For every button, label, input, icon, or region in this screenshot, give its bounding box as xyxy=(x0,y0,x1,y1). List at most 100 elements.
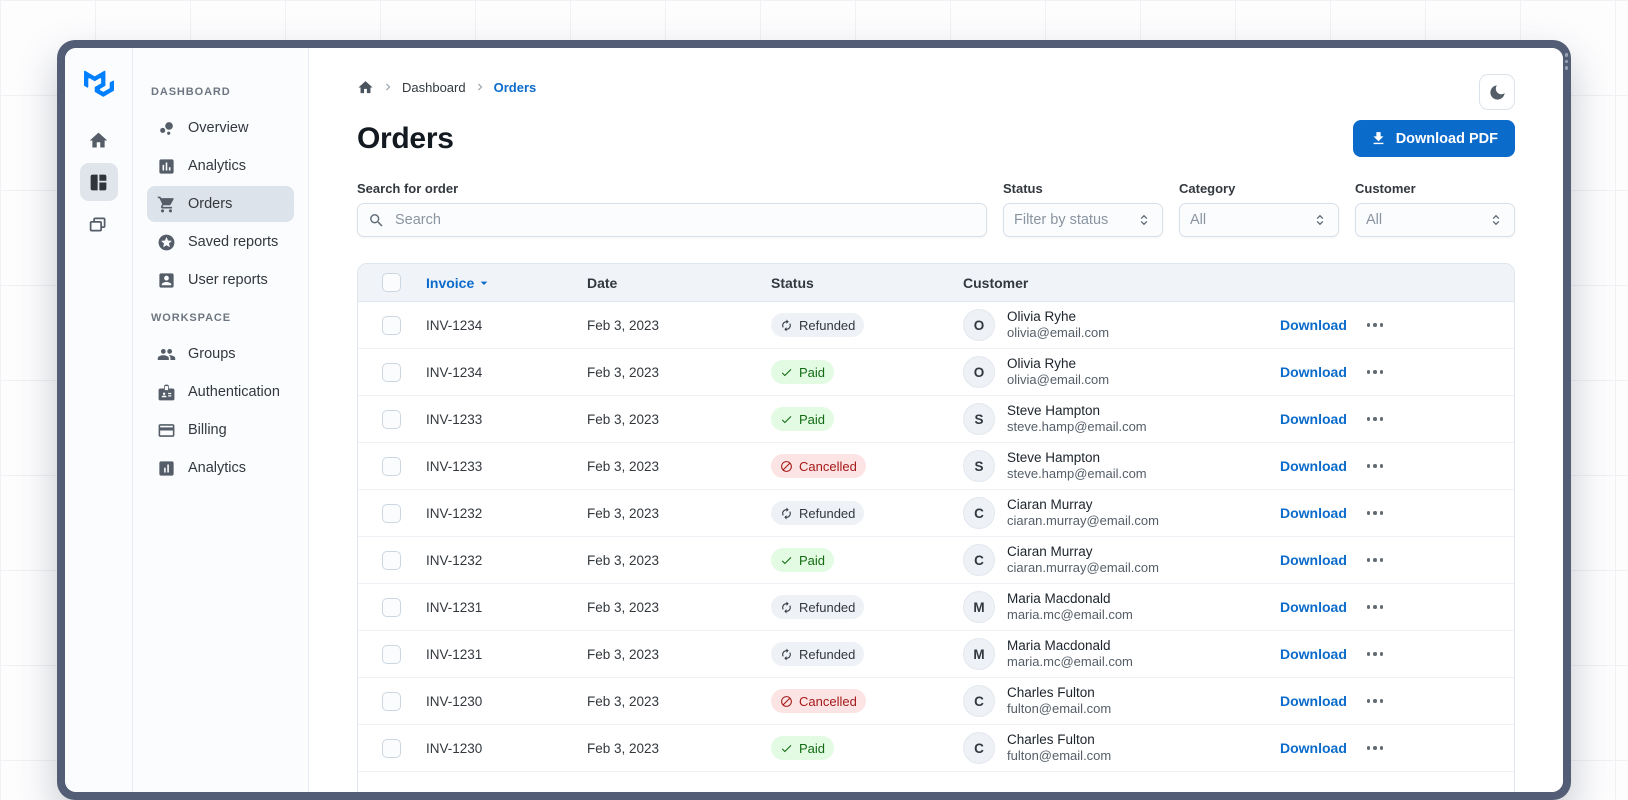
select-value: All xyxy=(1190,212,1207,228)
download-link[interactable]: Download xyxy=(1280,693,1347,709)
search-icon xyxy=(368,212,385,229)
status-chip: Refunded xyxy=(771,642,865,666)
rail-item-home[interactable] xyxy=(80,121,118,159)
avatar: M xyxy=(963,591,995,623)
row-checkbox[interactable] xyxy=(382,691,401,711)
download-link[interactable]: Download xyxy=(1280,505,1347,521)
date-cell: Feb 3, 2023 xyxy=(587,411,660,427)
row-menu-button[interactable] xyxy=(1361,599,1389,615)
download-link[interactable]: Download xyxy=(1280,646,1347,662)
status-chip: Paid xyxy=(771,360,835,384)
status-chip: Cancelled xyxy=(771,454,866,478)
invoice-cell: INV-1233 xyxy=(426,458,483,474)
credit-card-icon xyxy=(157,421,176,440)
filter-label-category: Category xyxy=(1179,181,1236,196)
row-checkbox[interactable] xyxy=(382,315,401,335)
chart-box-icon xyxy=(157,459,176,478)
date-cell: Feb 3, 2023 xyxy=(587,317,660,333)
row-checkbox[interactable] xyxy=(382,550,401,570)
row-menu-button[interactable] xyxy=(1361,458,1389,474)
table-row xyxy=(358,772,1514,792)
sidebar-item-label: User reports xyxy=(188,272,268,288)
search-input[interactable] xyxy=(393,211,976,229)
download-pdf-button[interactable]: Download PDF xyxy=(1352,120,1515,157)
row-menu-button[interactable] xyxy=(1361,505,1389,521)
customer-name: Charles Fulton xyxy=(1007,731,1095,747)
row-checkbox[interactable] xyxy=(382,456,401,476)
home-icon[interactable] xyxy=(357,79,374,96)
mui-logo-icon xyxy=(84,70,114,97)
row-checkbox[interactable] xyxy=(382,644,401,664)
customer-name: Steve Hampton xyxy=(1007,449,1101,465)
avatar: S xyxy=(963,403,995,435)
refresh-icon xyxy=(780,507,793,520)
invoice-cell: INV-1234 xyxy=(426,364,483,380)
status-chip: Refunded xyxy=(771,595,865,619)
download-link[interactable]: Download xyxy=(1280,411,1347,427)
sidebar-item-analytics[interactable]: Analytics xyxy=(147,450,294,486)
updown-icon xyxy=(1488,212,1504,228)
sidebar-item-authentication[interactable]: Authentication xyxy=(147,374,294,410)
breadcrumb-dashboard[interactable]: Dashboard xyxy=(402,79,466,95)
row-menu-button[interactable] xyxy=(1361,552,1389,568)
moon-icon xyxy=(1488,83,1507,102)
sidebar-item-billing[interactable]: Billing xyxy=(147,412,294,448)
person-box-icon xyxy=(157,271,176,290)
row-checkbox[interactable] xyxy=(382,738,401,758)
avatar: O xyxy=(963,309,995,341)
download-link[interactable]: Download xyxy=(1280,364,1347,380)
status-chip: Refunded xyxy=(771,313,865,337)
sidebar-item-groups[interactable]: Groups xyxy=(147,336,294,372)
breadcrumb-orders[interactable]: Orders xyxy=(493,79,537,95)
customer-name: Maria Macdonald xyxy=(1007,590,1111,606)
download-pdf-label: Download PDF xyxy=(1395,130,1498,147)
date-cell: Feb 3, 2023 xyxy=(587,364,660,380)
row-menu-button[interactable] xyxy=(1361,646,1389,662)
filter-select-status[interactable]: Filter by status xyxy=(1003,203,1163,237)
download-link[interactable]: Download xyxy=(1280,317,1347,333)
sidebar-item-label: Groups xyxy=(188,346,236,362)
download-link[interactable]: Download xyxy=(1280,458,1347,474)
download-link[interactable]: Download xyxy=(1280,599,1347,615)
row-menu-button[interactable] xyxy=(1361,364,1389,380)
column-invoice: Invoice xyxy=(426,274,475,291)
date-cell: Feb 3, 2023 xyxy=(587,552,660,568)
download-icon xyxy=(1370,130,1387,147)
row-checkbox[interactable] xyxy=(382,362,401,382)
sidebar-item-saved-reports[interactable]: Saved reports xyxy=(147,224,294,260)
breadcrumb: Dashboard Orders xyxy=(357,79,536,96)
sidebar-item-orders[interactable]: Orders xyxy=(147,186,294,222)
row-menu-button[interactable] xyxy=(1361,411,1389,427)
home-icon xyxy=(88,130,109,151)
invoice-cell: INV-1233 xyxy=(426,411,483,427)
sidebar-item-overview[interactable]: Overview xyxy=(147,110,294,146)
rail-item-window-stack[interactable] xyxy=(80,205,118,243)
dark-mode-toggle[interactable] xyxy=(1479,74,1515,110)
sidebar-item-user-reports[interactable]: User reports xyxy=(147,262,294,298)
filter-select-category[interactable]: All xyxy=(1179,203,1339,237)
rail-item-dashboard[interactable] xyxy=(79,163,118,201)
row-menu-button[interactable] xyxy=(1361,740,1389,756)
row-checkbox[interactable] xyxy=(382,409,401,429)
customer-email: ciaran.murray@email.com xyxy=(1007,513,1159,529)
window-scrollbar[interactable] xyxy=(1564,53,1569,70)
status-chip: Paid xyxy=(771,548,835,572)
dashboard-icon xyxy=(88,172,109,193)
download-link[interactable]: Download xyxy=(1280,552,1347,568)
select-all-checkbox[interactable] xyxy=(382,273,401,292)
status-chip: Paid xyxy=(771,736,835,760)
row-checkbox[interactable] xyxy=(382,597,401,617)
row-menu-button[interactable] xyxy=(1361,317,1389,333)
invoice-cell: INV-1231 xyxy=(426,646,483,662)
sidebar-item-analytics[interactable]: Analytics xyxy=(147,148,294,184)
sidebar-item-label: Analytics xyxy=(188,158,247,174)
groups-icon xyxy=(157,345,176,364)
download-link[interactable]: Download xyxy=(1280,740,1347,756)
sort-by-invoice[interactable]: Invoice xyxy=(426,275,492,291)
customer-name: Ciaran Murray xyxy=(1007,543,1093,559)
row-menu-button[interactable] xyxy=(1361,693,1389,709)
date-cell: Feb 3, 2023 xyxy=(587,693,660,709)
row-checkbox[interactable] xyxy=(382,503,401,523)
avatar: S xyxy=(963,450,995,482)
filter-select-customer[interactable]: All xyxy=(1355,203,1515,237)
